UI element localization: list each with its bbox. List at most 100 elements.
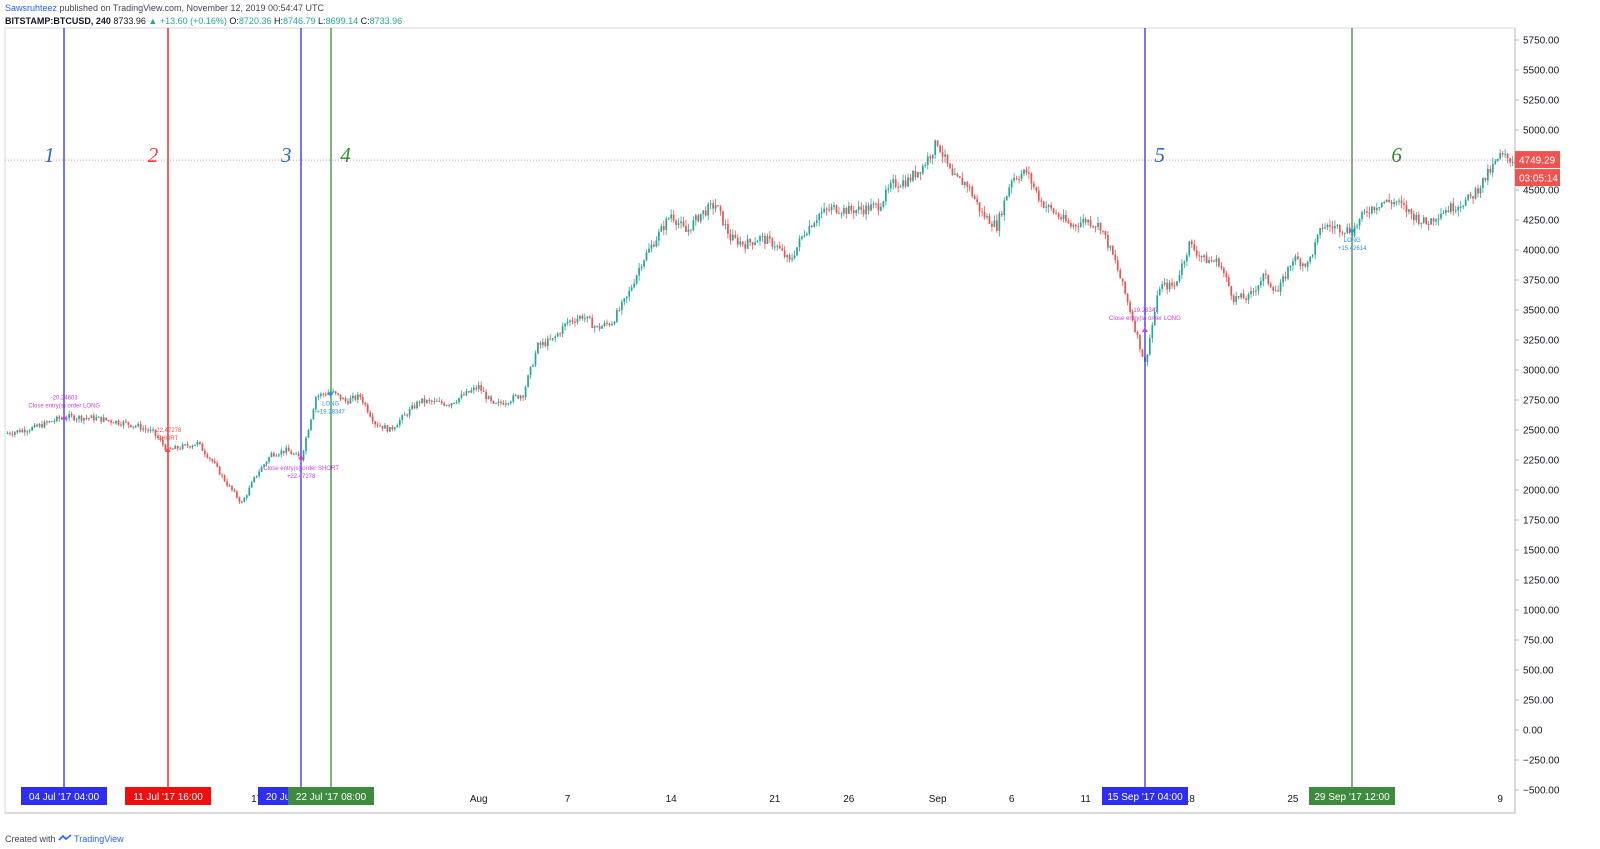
candle-body <box>374 421 376 425</box>
y-tick-label: 2750.00 <box>1523 396 1560 407</box>
candle-body <box>1393 202 1395 205</box>
candle-body <box>926 156 929 165</box>
candle-body <box>218 466 221 475</box>
candle-body <box>1168 282 1171 290</box>
candle-body <box>213 461 216 463</box>
candle-body <box>285 447 288 453</box>
candle-body <box>460 394 463 398</box>
candle-body <box>83 417 85 421</box>
candle-body <box>860 206 863 210</box>
publish-info: published on TradingView.com, November 1… <box>57 3 325 13</box>
low-value: 8699.14 <box>325 16 359 26</box>
candle-body <box>1114 254 1117 261</box>
candle-body <box>951 168 954 176</box>
candle-body <box>132 426 135 428</box>
annotation-number[interactable]: 5 <box>1154 143 1165 167</box>
candle-body <box>798 238 801 248</box>
candle-body <box>191 445 194 448</box>
candle-body <box>1262 273 1265 282</box>
candle-body <box>110 420 112 423</box>
candle-body <box>1188 241 1191 256</box>
candle-body <box>850 205 853 211</box>
candle-body <box>1171 282 1173 286</box>
annotation-number[interactable]: 1 <box>44 143 55 167</box>
candle-body <box>203 450 206 455</box>
candle-body <box>255 475 258 478</box>
candle-body <box>1343 232 1346 234</box>
candle-body <box>352 395 354 399</box>
candle-body <box>583 318 586 320</box>
candle-body <box>1326 224 1329 228</box>
candle-body <box>1378 207 1381 209</box>
candle-body <box>48 421 51 423</box>
time-axis[interactable]: 17 Aug 7 14 21 26 Sep 6 11 18 25 9 <box>251 794 1503 805</box>
candle-body <box>588 316 591 319</box>
symbol-name[interactable]: BITSTAMP:BTCUSD, 240 <box>5 16 111 26</box>
candle-body <box>310 419 312 431</box>
annotation-number[interactable]: 4 <box>340 143 351 167</box>
candle-body <box>505 403 507 405</box>
candle-body <box>426 400 428 403</box>
candle-body <box>1440 213 1442 219</box>
y-tick-label: 2500.00 <box>1523 426 1560 437</box>
tradingview-brand-link[interactable]: TradingView <box>74 834 124 844</box>
candle-body <box>662 226 665 231</box>
candle-body <box>88 417 90 419</box>
candle-body <box>176 446 179 449</box>
candle-body <box>315 396 317 410</box>
candle-body <box>796 247 798 256</box>
candle-body <box>1010 180 1013 188</box>
candle-body <box>129 424 132 428</box>
candle-body <box>773 246 776 248</box>
candle-body <box>912 170 914 181</box>
candle-body <box>448 405 450 407</box>
candle-body <box>1218 258 1220 267</box>
candle-body <box>1462 205 1465 207</box>
candle-body <box>1504 153 1506 155</box>
candle-body <box>1361 212 1363 219</box>
last-price-box <box>1515 151 1560 169</box>
candle-body <box>100 416 103 422</box>
candle-body <box>23 429 26 433</box>
candle-body <box>1422 217 1425 223</box>
annotation-number[interactable]: 2 <box>148 143 159 167</box>
candle-body <box>28 430 31 432</box>
candle-body <box>398 420 401 426</box>
candle-body <box>618 310 621 312</box>
candle-body <box>36 424 38 427</box>
candle-body <box>21 429 24 433</box>
candle-body <box>714 205 717 209</box>
candle-body <box>667 218 670 220</box>
candle-body <box>946 154 949 164</box>
candle-body <box>672 214 675 221</box>
annotation-number[interactable]: 6 <box>1391 143 1402 167</box>
candle-body <box>1408 209 1410 212</box>
candle-body <box>1417 214 1420 224</box>
date-tag <box>1102 787 1188 805</box>
price-axis[interactable]: −500.00 −250.00 0.00 250.00 500.00 750.00 1000… <box>1515 36 1560 797</box>
candle-body <box>381 425 384 429</box>
candle-body <box>401 415 404 421</box>
candle-body <box>783 250 786 258</box>
candle-body <box>724 224 727 226</box>
candle-body <box>517 395 520 399</box>
candle-body <box>258 471 260 476</box>
candle-body <box>687 229 690 232</box>
candle-body <box>480 385 483 391</box>
candle-body <box>971 186 974 197</box>
candle-body <box>428 400 431 402</box>
candle-body <box>966 182 969 187</box>
x-tick-label: 25 <box>1287 794 1299 805</box>
candle-body <box>931 154 934 159</box>
candle-body <box>593 326 596 328</box>
candle-body <box>366 404 369 413</box>
high-value: 8746.79 <box>282 16 316 26</box>
annotation-number[interactable]: 3 <box>280 143 292 167</box>
close-value: 8733.96 <box>369 16 403 26</box>
candle-body <box>1230 286 1233 296</box>
author-link[interactable]: Sawsruhteez <box>5 3 58 13</box>
candle-body <box>1235 296 1238 303</box>
candle-body <box>1501 153 1504 155</box>
